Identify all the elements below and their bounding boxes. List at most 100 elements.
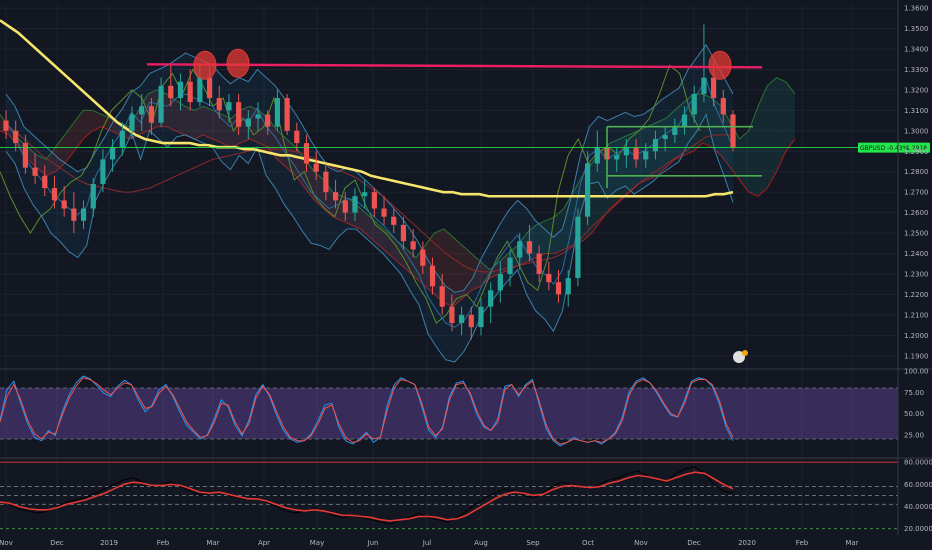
osc-tick-label: 80.0000 bbox=[904, 459, 932, 467]
x-tick-label: Nov bbox=[0, 539, 13, 547]
y-tick-label: 1.2700 bbox=[904, 189, 929, 197]
price-tag-box bbox=[858, 142, 930, 153]
candle-body bbox=[216, 98, 222, 111]
candle-body bbox=[313, 163, 319, 172]
candle-body bbox=[662, 134, 668, 139]
ichimoku-cloud-segment bbox=[406, 249, 416, 279]
price-grid bbox=[0, 4, 898, 532]
y-tick-label: 1.2000 bbox=[904, 332, 929, 340]
candle-body bbox=[177, 81, 184, 99]
stoch-tick-label: 25.00 bbox=[904, 431, 924, 439]
candle-body bbox=[245, 118, 251, 127]
y-tick-label: 1.2500 bbox=[904, 230, 929, 238]
bollinger-lower-line bbox=[5, 113, 734, 363]
y-tick-label: 1.3400 bbox=[904, 45, 929, 53]
candle-body bbox=[526, 241, 533, 254]
ichimoku-cloud-segment bbox=[536, 220, 546, 258]
candle-body bbox=[168, 85, 174, 99]
stoch-tick-label: 75.00 bbox=[904, 389, 924, 397]
ichimoku-cloud-segment bbox=[194, 106, 204, 139]
candle-body bbox=[100, 159, 106, 184]
y-tick-label: 1.2800 bbox=[904, 168, 929, 176]
y-tick-label: 1.3300 bbox=[904, 66, 929, 74]
lagging-span-line bbox=[0, 64, 701, 324]
candle-body bbox=[236, 102, 242, 127]
stoch-tick-label: 50.00 bbox=[904, 410, 924, 418]
candle-body bbox=[643, 151, 649, 160]
candle-body bbox=[575, 216, 581, 279]
candle-body bbox=[332, 192, 339, 201]
candle-body bbox=[711, 77, 717, 99]
ichimoku-cloud-segment bbox=[758, 85, 768, 197]
candle-body bbox=[507, 257, 513, 274]
candle-body bbox=[478, 306, 484, 328]
candle-body bbox=[352, 196, 358, 213]
comment-badge-icon bbox=[742, 350, 748, 356]
candle-body bbox=[701, 77, 707, 94]
ichimoku-cloud-segment bbox=[767, 77, 777, 189]
ichimoku-cloud-segment bbox=[286, 138, 296, 176]
candle-body bbox=[3, 120, 9, 131]
stoch-band-fill bbox=[0, 388, 898, 439]
ichimoku-cloud-segment bbox=[489, 261, 500, 279]
candle-body bbox=[381, 208, 387, 217]
y-tick-label: 1.3500 bbox=[904, 25, 929, 33]
candle-body bbox=[139, 106, 145, 115]
ichimoku-cloud-segment bbox=[628, 130, 638, 193]
candle-body bbox=[206, 77, 213, 99]
candle-body bbox=[61, 200, 67, 209]
ichimoku-cloud-segment bbox=[443, 228, 453, 307]
ichimoku-cloud-segment bbox=[360, 208, 370, 238]
y-tick-label: 1.2200 bbox=[904, 291, 929, 299]
top-marker bbox=[226, 48, 250, 78]
candle-body bbox=[536, 253, 542, 274]
oscillator-panel[interactable] bbox=[0, 461, 898, 530]
candle-body bbox=[652, 138, 659, 152]
candle-body bbox=[148, 106, 154, 123]
x-tick-label: Sep bbox=[526, 539, 540, 547]
candle-body bbox=[720, 98, 726, 115]
candle-body bbox=[555, 282, 562, 295]
y-tick-label: 1.2100 bbox=[904, 311, 929, 319]
candle-body bbox=[565, 278, 571, 295]
comment-icon bbox=[733, 351, 745, 363]
ichimoku-cloud-segment bbox=[92, 110, 102, 131]
y-tick-label: 1.3000 bbox=[904, 127, 929, 135]
osc-tick-label: 20.0000 bbox=[904, 525, 932, 533]
candle-body bbox=[80, 208, 87, 221]
candle-body bbox=[672, 126, 678, 135]
candle-body bbox=[342, 200, 348, 213]
ichimoku-cloud-segment bbox=[55, 134, 65, 172]
x-tick-label: Nov bbox=[634, 539, 648, 547]
x-tick-label: Dec bbox=[50, 539, 64, 547]
candle-body bbox=[623, 147, 629, 156]
stoch-d-line bbox=[0, 377, 734, 445]
ichimoku-cloud-segment bbox=[221, 114, 232, 148]
candle-body bbox=[274, 98, 281, 127]
candle-body bbox=[429, 265, 436, 287]
x-tick-label: Feb bbox=[157, 539, 170, 547]
ichimoku-cloud-segment bbox=[785, 81, 795, 152]
candle-body bbox=[129, 114, 135, 131]
x-tick-label: 2020 bbox=[738, 539, 756, 547]
price-panel[interactable]: GBPUSD -0.43%1.2918 bbox=[0, 19, 930, 363]
ichimoku-cloud-segment bbox=[184, 106, 195, 139]
x-tick-label: 2019 bbox=[100, 539, 118, 547]
y-tick-label: 1.2300 bbox=[904, 270, 929, 278]
x-tick-label: Apr bbox=[258, 539, 270, 547]
candle-body bbox=[488, 290, 494, 307]
ichimoku-cloud-segment bbox=[776, 77, 786, 172]
ichimoku-cloud-segment bbox=[647, 122, 657, 180]
x-tick-label: Mar bbox=[845, 539, 858, 547]
ichimoku-cloud-segment bbox=[36, 155, 47, 176]
candle-body bbox=[323, 171, 329, 193]
ichimoku-cloud-segment bbox=[175, 100, 185, 135]
stochastic-panel[interactable] bbox=[0, 375, 898, 447]
candle-body bbox=[633, 147, 639, 160]
candle-body bbox=[110, 147, 116, 160]
ichimoku-cloud-segment bbox=[388, 233, 398, 262]
candle-body bbox=[371, 192, 377, 209]
